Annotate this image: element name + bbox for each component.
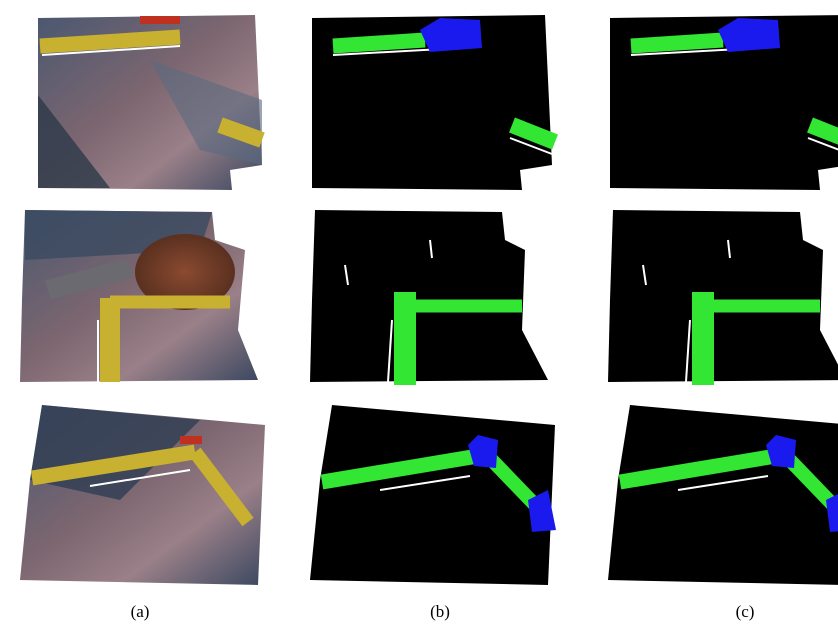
caption: (a) <box>110 602 170 622</box>
segmentation <box>310 210 548 385</box>
figure: (a) (b) (c) <box>0 0 838 630</box>
segmentation <box>608 405 838 585</box>
segmentation <box>608 210 838 385</box>
segmentation <box>312 15 555 190</box>
photo <box>20 210 258 382</box>
photo <box>20 405 265 585</box>
caption: (c) <box>715 602 775 622</box>
image-grid <box>0 0 838 600</box>
page: {"figure": {"panels": [{"label": "(a)"},… <box>0 0 838 630</box>
caption: (b) <box>410 602 470 622</box>
photo <box>38 15 262 190</box>
segmentation <box>610 15 838 190</box>
segmentation <box>310 405 556 585</box>
